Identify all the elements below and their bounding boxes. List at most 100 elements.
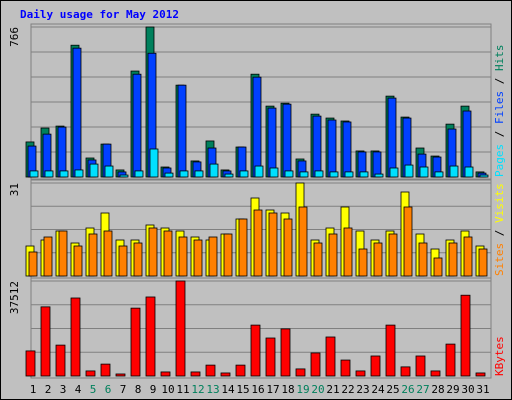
bar [325, 336, 336, 377]
bar [205, 364, 216, 377]
y-tick-label: 37512 [8, 281, 21, 314]
bar [89, 163, 99, 178]
bar [314, 170, 324, 178]
bar [194, 170, 204, 178]
bar [267, 107, 277, 178]
x-tick-label: 20 [311, 383, 324, 396]
bar [388, 233, 398, 277]
x-tick-label: 3 [60, 383, 67, 396]
y-tick-label: 766 [8, 27, 21, 47]
bar [298, 206, 308, 277]
bar [418, 242, 428, 277]
x-tick-label: 4 [75, 383, 82, 396]
x-tick-label: 7 [120, 383, 127, 396]
bar [269, 167, 279, 178]
bar [134, 170, 144, 178]
legend: KBytes [493, 336, 506, 376]
bar [433, 257, 443, 277]
legend-separator: / [493, 71, 506, 91]
bar [434, 171, 444, 178]
bar [374, 173, 384, 178]
bar [355, 370, 366, 377]
bar [389, 167, 399, 178]
legend-entry: Visits [493, 183, 506, 223]
bar [133, 242, 143, 277]
bar [145, 296, 156, 377]
bar [148, 227, 158, 277]
bar [160, 371, 171, 377]
bar [403, 206, 413, 277]
bar [299, 171, 309, 178]
bar [115, 373, 126, 377]
x-tick-label: 29 [446, 383, 459, 396]
bar [179, 170, 189, 178]
bar [448, 242, 458, 277]
bar [55, 344, 66, 377]
x-tick-label: 30 [461, 383, 474, 396]
bar [164, 172, 174, 178]
bar [284, 170, 294, 178]
bar [328, 233, 338, 277]
bar [475, 372, 486, 377]
x-tick-label: 27 [416, 383, 429, 396]
bar [460, 294, 471, 377]
bar [43, 236, 53, 277]
bar [385, 324, 396, 377]
x-tick-label: 5 [90, 383, 97, 396]
bar [88, 233, 98, 277]
legend: Sites / Visits [493, 183, 506, 276]
bar [28, 251, 38, 277]
bar [268, 212, 278, 277]
x-tick-label: 19 [296, 383, 309, 396]
y-tick-label: 31 [8, 183, 21, 196]
bar [419, 166, 429, 178]
legend-entry: Pages [493, 144, 506, 177]
bar [445, 343, 456, 377]
bar [44, 170, 54, 178]
bar [72, 47, 82, 178]
bar [310, 352, 321, 377]
x-tick-label: 16 [251, 383, 264, 396]
bar [252, 76, 262, 178]
bar [463, 236, 473, 277]
bar [343, 227, 353, 277]
bar [40, 306, 51, 377]
x-tick-label: 10 [161, 383, 174, 396]
bar [178, 236, 188, 277]
bar [254, 165, 264, 178]
bar [239, 170, 249, 178]
bar [313, 242, 323, 277]
x-tick-label: 23 [356, 383, 369, 396]
legend-entry: Sites [493, 243, 506, 276]
bar [59, 170, 69, 178]
bar [235, 364, 246, 377]
bar [130, 307, 141, 377]
bar [223, 233, 233, 277]
x-tick-label: 28 [431, 383, 444, 396]
x-tick-label: 25 [386, 383, 399, 396]
bar [280, 328, 291, 377]
bar [132, 73, 142, 178]
legend: Pages / Files / Hits [493, 45, 506, 178]
bar [177, 84, 187, 178]
bar [327, 119, 337, 178]
bar [370, 355, 381, 377]
x-tick-label: 21 [326, 383, 339, 396]
bar [340, 359, 351, 377]
bar [253, 209, 263, 277]
bar [73, 245, 83, 277]
x-tick-label: 24 [371, 383, 385, 396]
bar [208, 236, 218, 277]
bar [220, 372, 231, 377]
bar [57, 126, 67, 178]
legend-entry: KBytes [493, 336, 506, 376]
x-tick-label: 12 [191, 383, 204, 396]
bar [373, 242, 383, 277]
x-tick-label: 15 [236, 383, 249, 396]
bar [359, 171, 369, 178]
bar [29, 170, 39, 178]
legend-entry: Hits [493, 45, 506, 72]
bar [282, 103, 292, 178]
x-tick-label: 17 [266, 383, 279, 396]
bar [295, 368, 306, 377]
